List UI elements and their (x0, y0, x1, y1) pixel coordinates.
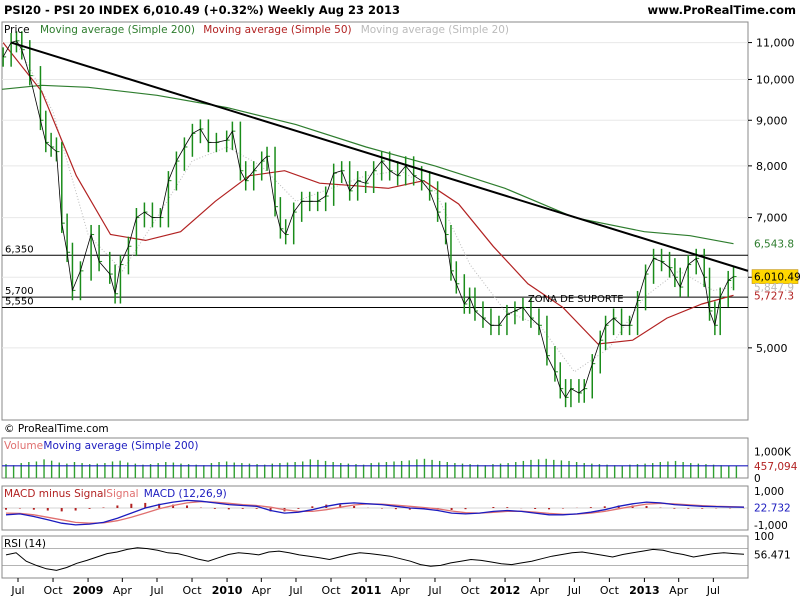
price-last-value: 5,727.3 (754, 290, 794, 302)
price-last-value: 6,010.49 (754, 272, 800, 284)
chart-header-title: PSI20 - PSI 20 INDEX 6,010.49 (+0.32%) W… (4, 3, 400, 17)
x-tick-label: 2012 (490, 584, 521, 597)
price-last-value: 6,543.8 (754, 239, 794, 251)
macd-tick-label: 1,000 (754, 486, 784, 498)
x-tick-label: Jul (149, 584, 163, 597)
x-tick-label: Oct (322, 584, 342, 597)
price-tick-label: 11,000 (756, 37, 795, 50)
macd-legend-entry: MACD minus Signal (4, 488, 106, 500)
x-tick-label: Jul (427, 584, 441, 597)
horizontal-line-label: 5,550 (5, 296, 34, 307)
volume-legend-entry: Volume (4, 440, 43, 452)
rsi-line (5, 547, 745, 571)
volume-last-value: 457,094 (754, 461, 798, 473)
macd-line (5, 499, 745, 526)
last-price-box (751, 269, 799, 284)
x-tick-label: Apr (252, 584, 272, 597)
macd-last-value: 22.732 (754, 503, 791, 515)
x-tick-label: Apr (669, 584, 689, 597)
x-tick-label: Oct (600, 584, 620, 597)
x-tick-label: 2011 (351, 584, 382, 597)
x-tick-label: Jul (288, 584, 302, 597)
volume-panel-frame (1, 437, 749, 479)
x-tick-label: Apr (113, 584, 133, 597)
price-line (2, 40, 734, 399)
rsi-tick-label: 100 (754, 531, 774, 543)
price-legend-entry: Moving average (Simple 20) (361, 24, 509, 36)
price-legend-prefix: Price (4, 24, 30, 36)
x-tick-label: Apr (530, 584, 550, 597)
rsi-last-value: 56.471 (754, 549, 791, 561)
price-tick-label: 10,000 (756, 73, 795, 86)
annotation-zona-de-suporte: ZONA DE SUPORTE (528, 294, 624, 305)
price-tick-label: 8,000 (756, 160, 788, 173)
price-legend-entry: Moving average (Simple 200) (40, 24, 195, 36)
x-tick-label: Apr (391, 584, 411, 597)
trendline (10, 41, 749, 272)
x-tick-label: Oct (44, 584, 64, 597)
rsi-panel-frame (1, 535, 749, 579)
x-tick-label: 2013 (629, 584, 660, 597)
x-tick-label: Jul (10, 584, 24, 597)
x-tick-label: Oct (183, 584, 203, 597)
copyright-label: © ProRealTime.com (4, 423, 109, 435)
horizontal-line-label: 5,700 (5, 286, 34, 297)
price-tick-label: 7,000 (756, 212, 788, 225)
horizontal-line-label: 6,350 (5, 244, 34, 255)
x-tick-label: Oct (460, 584, 480, 597)
macd-legend-entry: MACD (12,26,9) (144, 488, 227, 500)
price-tick-label: 9,000 (756, 114, 788, 127)
ma20-line (17, 45, 734, 373)
x-tick-label: 2010 (212, 584, 243, 597)
price-tick-label: 5,000 (756, 342, 788, 355)
price-panel-frame (1, 21, 749, 421)
ma200-line (1, 84, 734, 245)
volume-tick-label: 1,000K (754, 446, 792, 458)
volume-legend-entry: Moving average (Simple 200) (43, 440, 198, 452)
brand-label: www.ProRealTime.com (647, 3, 796, 17)
x-tick-label: 2009 (73, 584, 104, 597)
x-tick-label: Jul (567, 584, 581, 597)
volume-tick-label: 0 (754, 473, 761, 485)
rsi-legend-entry: RSI (14) (4, 538, 46, 550)
x-tick-label: Jul (706, 584, 720, 597)
price-last-value: 5,847.9 (754, 282, 794, 294)
macd-tick-label: -1,000 (754, 520, 788, 532)
price-legend-entry: Moving average (Simple 50) (203, 24, 351, 36)
macd-legend-entry: Signal (106, 488, 138, 500)
